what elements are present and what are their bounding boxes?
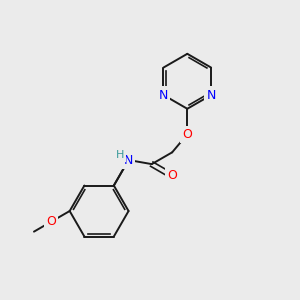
Text: O: O — [182, 128, 192, 141]
Text: N: N — [159, 88, 168, 101]
Text: N: N — [124, 154, 133, 166]
Text: H: H — [116, 150, 124, 160]
Text: N: N — [206, 88, 216, 101]
Text: O: O — [167, 169, 177, 182]
Text: O: O — [46, 215, 56, 228]
